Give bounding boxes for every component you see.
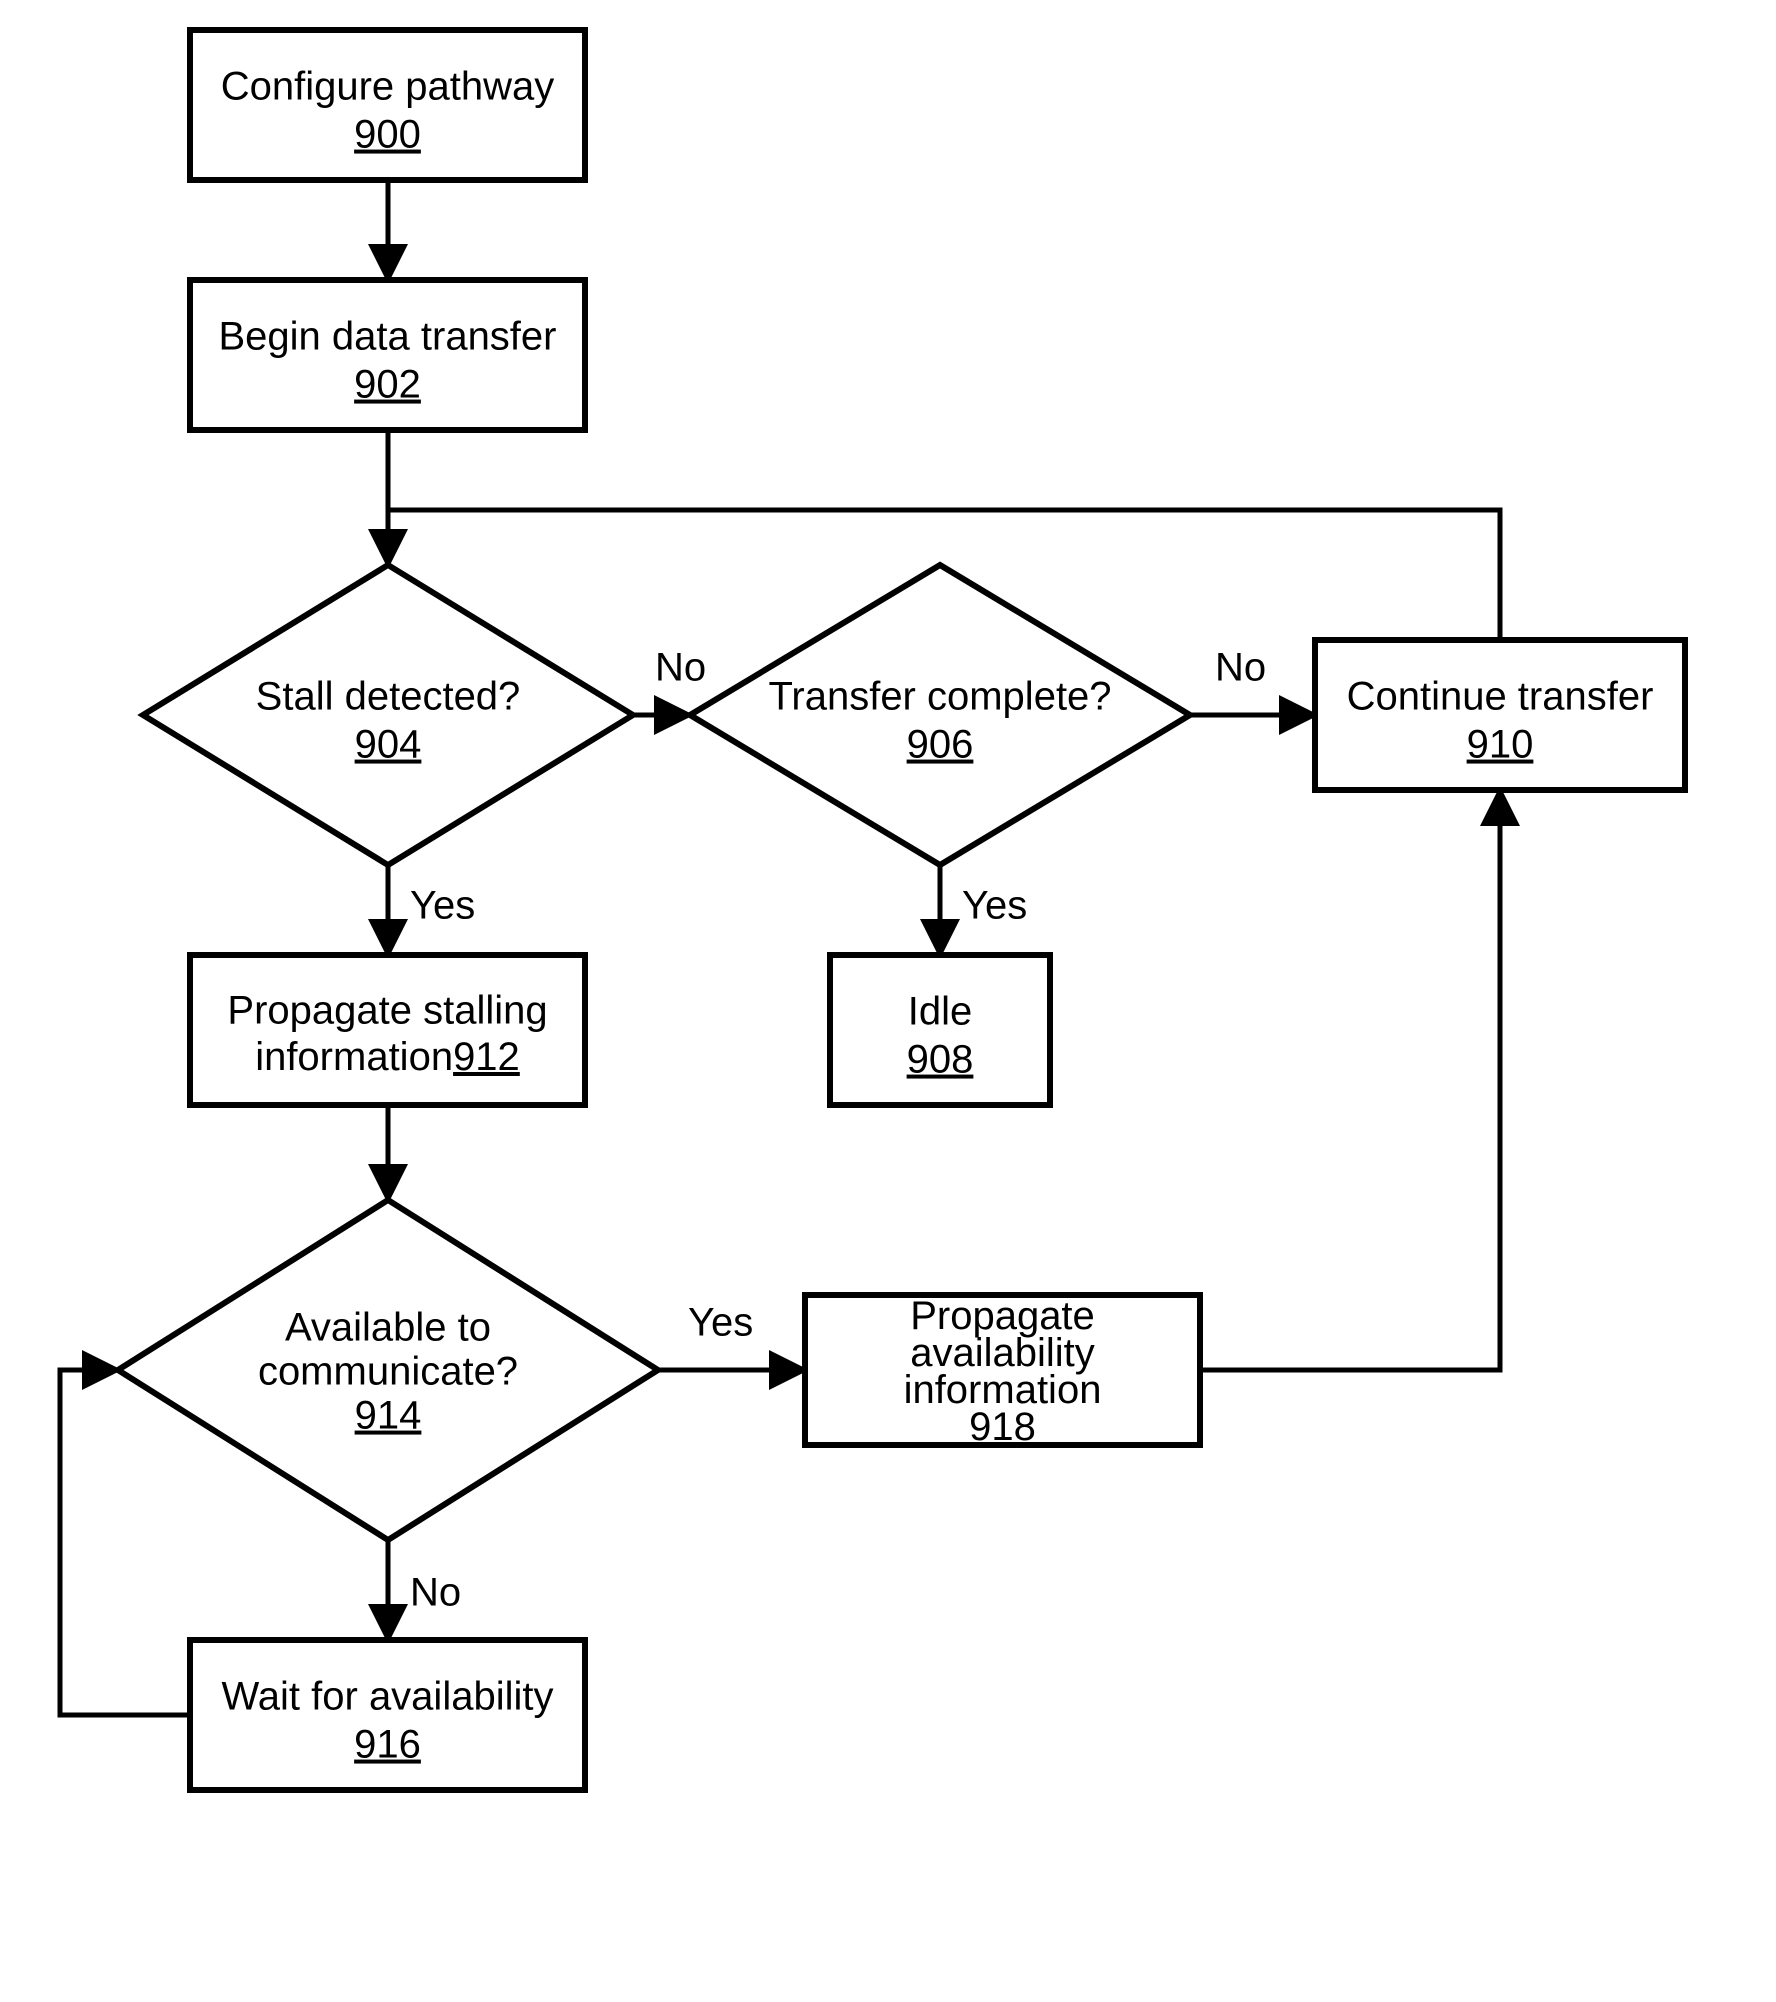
node-n906-ref: 906 [907,723,974,767]
node-n902-ref: 902 [354,363,421,407]
node-n918: Propagateavailabilityinformation918 [805,1294,1200,1449]
node-n904-ref: 904 [355,723,422,767]
node-n908: Idle908 [830,955,1050,1105]
node-n912-label: Propagate stalling [227,989,547,1033]
node-n904-label: Stall detected? [256,675,521,719]
node-n910-label: Continue transfer [1347,675,1654,719]
flowchart-svg: No No Yes Yes Yes No Configure pathway900 Begin… [0,0,1776,2002]
node-n910-ref: 910 [1467,723,1534,767]
node-n906: Transfer complete?906 [690,565,1190,865]
edge-label-n904-n906: No [655,646,706,690]
node-n914-ref: 914 [355,1394,422,1438]
node-n904: Stall detected?904 [143,565,633,865]
node-n900: Configure pathway900 [190,30,585,180]
node-n902: Begin data transfer902 [190,280,585,430]
node-n918-ref: 918 [969,1405,1036,1449]
node-n900-ref: 900 [354,113,421,157]
node-n914: Available tocommunicate?914 [118,1200,658,1540]
edge-n916-n914 [60,1370,190,1715]
edge-label-n906-n910: No [1215,646,1266,690]
nodes-group: Configure pathway900Begin data transfer9… [118,30,1685,1790]
node-n912-label2: information912 [255,1035,520,1079]
node-n916-label: Wait for availability [222,1675,554,1719]
edge-label-n914-n918: Yes [688,1301,753,1345]
node-n912: Propagate stallinginformation912 [190,955,585,1105]
edge-label-n904-n912: Yes [410,884,475,928]
node-n916: Wait for availability916 [190,1640,585,1790]
node-n914-label: Available to [285,1306,491,1350]
edge-label-n914-n916: No [410,1571,461,1615]
node-n912-ref: 912 [453,1035,520,1079]
node-n910: Continue transfer910 [1315,640,1685,790]
node-n914-label2: communicate? [258,1350,518,1394]
node-n900-label: Configure pathway [221,65,555,109]
node-n906-label: Transfer complete? [768,675,1111,719]
edge-label-n906-n908: Yes [962,884,1027,928]
edge-n918-n910 [1200,790,1500,1370]
node-n908-label: Idle [908,990,973,1034]
node-n908-ref: 908 [907,1038,974,1082]
flowchart-container: No No Yes Yes Yes No Configure pathway900 Begin… [0,0,1776,2002]
node-n902-label: Begin data transfer [219,315,557,359]
node-n916-ref: 916 [354,1723,421,1767]
